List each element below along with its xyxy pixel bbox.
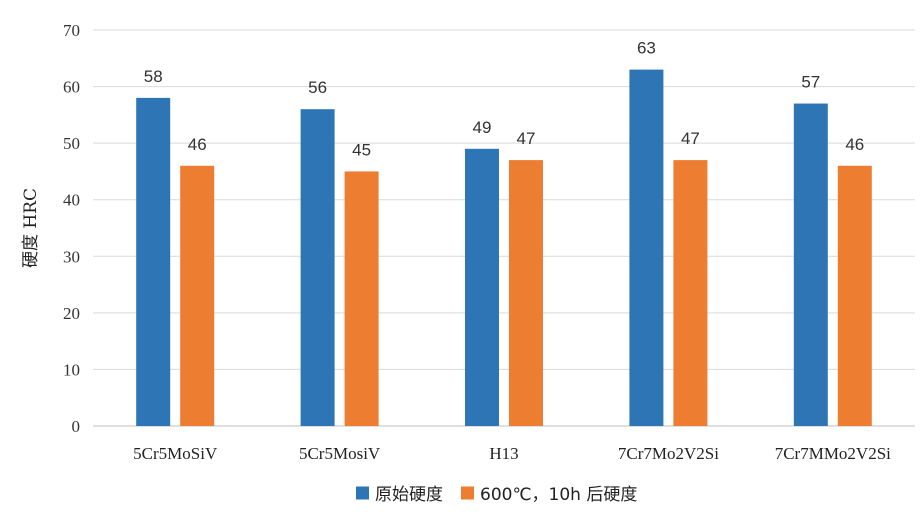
y-tick-label: 20 <box>63 304 80 323</box>
bars <box>136 69 872 427</box>
data-label: 57 <box>801 73 820 92</box>
data-label: 46 <box>845 135 864 154</box>
legend: 原始硬度 600℃，10h 后硬度 <box>356 485 637 505</box>
bar-original-hardness <box>629 69 664 426</box>
y-tick-label: 10 <box>63 360 80 379</box>
bar-original-hardness <box>793 103 828 427</box>
x-category-label: H13 <box>489 444 518 463</box>
y-tick-label: 30 <box>63 247 80 266</box>
y-tick-label: 40 <box>63 191 80 210</box>
data-label: 63 <box>637 39 656 58</box>
y-axis-label: 硬度 HRC <box>21 188 41 268</box>
bar-original-hardness <box>300 109 335 426</box>
data-label: 58 <box>144 67 163 86</box>
gridlines <box>93 29 915 427</box>
legend-swatch <box>356 486 369 500</box>
data-label: 49 <box>473 118 492 137</box>
bar-hardness-after-600c <box>180 165 215 426</box>
bar-original-hardness <box>465 148 499 427</box>
x-category-label: 7Cr7MMo2V2Si <box>775 444 891 463</box>
data-label: 45 <box>352 140 371 159</box>
legend-label: 600℃，10h 后硬度 <box>480 485 637 505</box>
data-label: 47 <box>517 129 536 148</box>
y-tick-label: 70 <box>63 21 80 40</box>
data-label: 47 <box>681 129 700 148</box>
bar-original-hardness <box>136 97 171 426</box>
bar-hardness-after-600c <box>344 171 379 426</box>
x-axis-categories: 5Cr5MoSiV 5Cr5MosiV H13 7Cr7Mo2V2Si 7Cr7MMo2… <box>133 444 891 463</box>
legend-label: 原始硬度 <box>375 485 443 505</box>
x-category-label: 5Cr5MoSiV <box>133 444 218 463</box>
y-axis-ticks: 0 10 20 30 40 50 60 70 <box>63 21 80 436</box>
legend-swatch <box>461 486 474 500</box>
x-category-label: 7Cr7Mo2V2Si <box>618 444 719 463</box>
y-tick-label: 50 <box>63 134 80 153</box>
y-tick-label: 0 <box>72 417 81 436</box>
data-label: 46 <box>188 135 207 154</box>
data-labels: 58 46 56 45 49 47 63 47 57 46 <box>144 39 865 160</box>
bar-hardness-after-600c <box>673 160 708 426</box>
y-tick-label: 60 <box>63 78 80 97</box>
bar-hardness-after-600c <box>509 160 543 426</box>
x-category-label: 5Cr5MosiV <box>299 444 381 463</box>
bar-hardness-after-600c <box>837 165 872 426</box>
data-label: 56 <box>308 78 327 97</box>
